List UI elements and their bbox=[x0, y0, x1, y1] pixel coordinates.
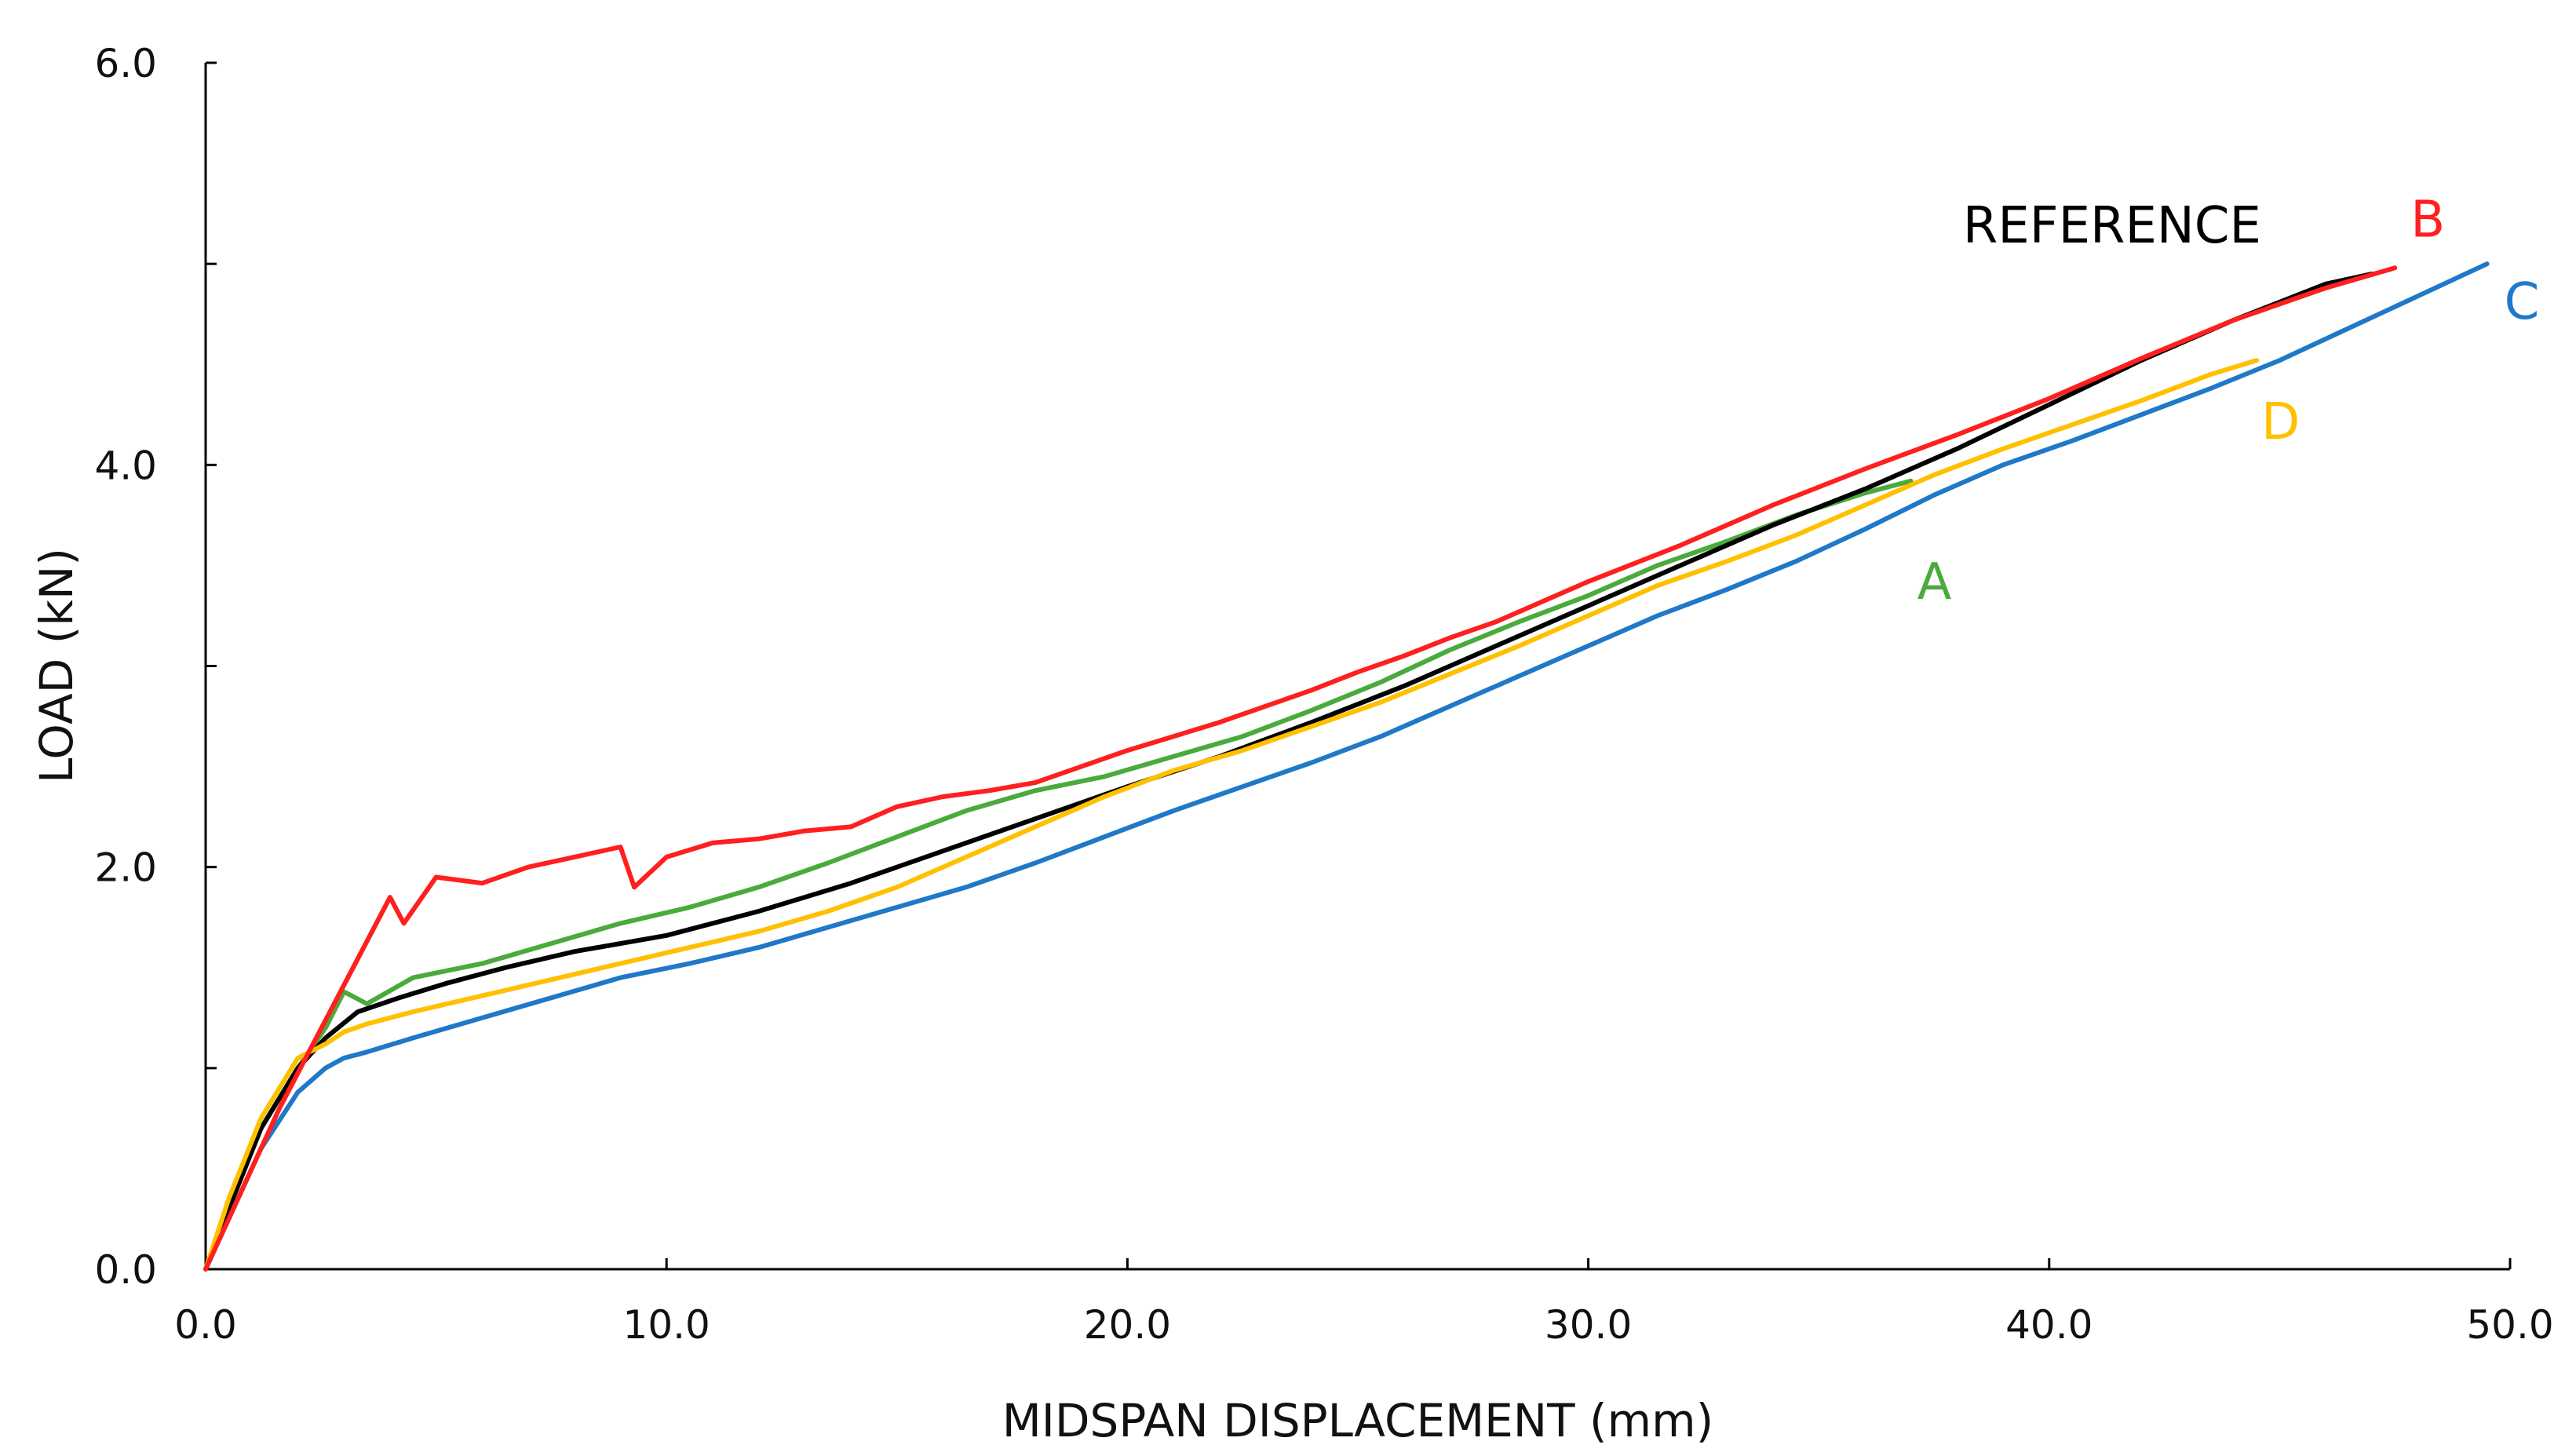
series-line-reference bbox=[203, 272, 2374, 1272]
x-tick-label: 20.0 bbox=[1084, 1302, 1171, 1348]
x-tick-label: 10.0 bbox=[623, 1302, 710, 1348]
series-line-c bbox=[203, 261, 2490, 1272]
series-line-d bbox=[203, 358, 2259, 1272]
x-tick-label: 40.0 bbox=[2005, 1302, 2092, 1348]
series-line-b bbox=[203, 265, 2398, 1272]
series-label-a: A bbox=[1917, 553, 1952, 611]
series-label-reference: REFERENCE bbox=[1963, 197, 2261, 255]
x-tick-label: 0.0 bbox=[174, 1302, 237, 1348]
x-axis-ticks: 0.0 10.0 20.0 30.0 40.0 50.0 bbox=[174, 1258, 2554, 1348]
y-tick-label: 2.0 bbox=[94, 845, 157, 891]
x-tick-label: 50.0 bbox=[2466, 1302, 2553, 1348]
y-axis-ticks: 0.0 2.0 4.0 6.0 bbox=[94, 41, 217, 1293]
plot-area: 0.0 10.0 20.0 30.0 40.0 50.0 0.0 2.0 4.0 6.0 REF… bbox=[94, 41, 2553, 1348]
series-line-a bbox=[203, 478, 1914, 1272]
y-tick-label: 6.0 bbox=[94, 41, 157, 86]
series-label-c: C bbox=[2505, 273, 2540, 331]
series-label-d: D bbox=[2261, 393, 2300, 451]
y-tick-label: 4.0 bbox=[94, 443, 157, 488]
series-group bbox=[203, 261, 2490, 1272]
x-axis-title: MIDSPAN DISPLACEMENT (mm) bbox=[1002, 1394, 1714, 1447]
y-axis-title: LOAD (kN) bbox=[30, 548, 83, 783]
series-labels: REFERENCE B A C D bbox=[1917, 191, 2540, 611]
x-tick-label: 30.0 bbox=[1545, 1302, 1632, 1348]
series-label-b: B bbox=[2410, 191, 2445, 249]
y-tick-label: 0.0 bbox=[94, 1247, 157, 1293]
